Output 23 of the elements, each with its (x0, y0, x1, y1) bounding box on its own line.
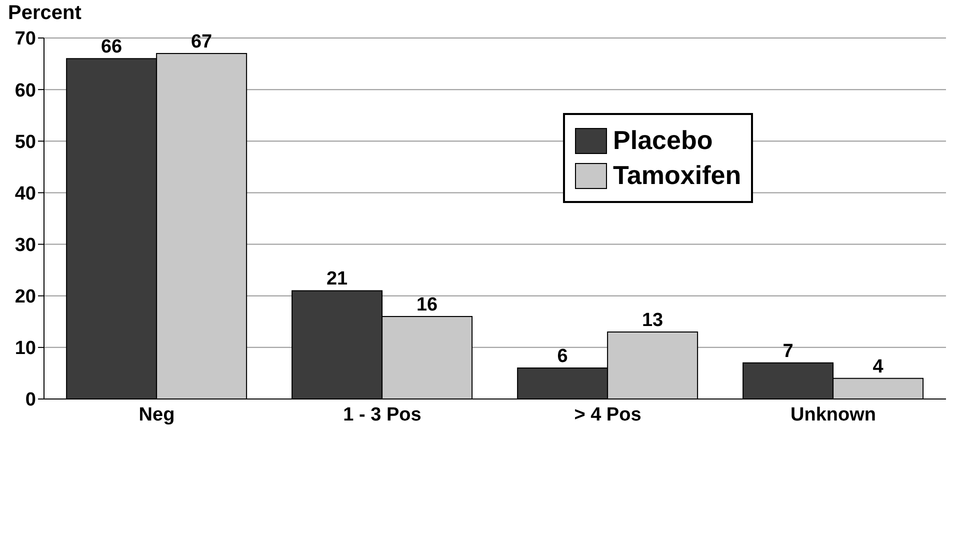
legend-label: Placebo (613, 125, 713, 156)
x-tick-label: 1 - 3 Pos (343, 404, 422, 426)
y-tick-label: 0 (25, 390, 36, 411)
y-tick-label: 40 (14, 183, 36, 204)
data-label: 13 (642, 310, 664, 331)
data-label: 66 (100, 36, 122, 58)
y-tick-label: 60 (14, 80, 36, 102)
data-label: 7 (782, 340, 794, 362)
y-tick-label: 20 (14, 286, 36, 308)
legend-label: Tamoxifen (613, 160, 742, 191)
x-tick-label: Neg (138, 404, 175, 426)
x-tick-label: > 4 Pos (574, 404, 642, 426)
data-label: 4 (872, 356, 884, 378)
x-tick-label: Unknown (790, 404, 876, 426)
y-axis-title: Percent (8, 2, 82, 25)
y-tick-label: 10 (14, 338, 36, 360)
data-label: 6 (557, 346, 568, 368)
y-tick-label: 70 (14, 28, 36, 50)
y-tick-label: 30 (14, 235, 36, 256)
data-label: 67 (190, 31, 212, 52)
data-label: 16 (416, 294, 438, 316)
y-tick-label: 50 (14, 132, 36, 153)
data-label: 21 (326, 268, 348, 290)
